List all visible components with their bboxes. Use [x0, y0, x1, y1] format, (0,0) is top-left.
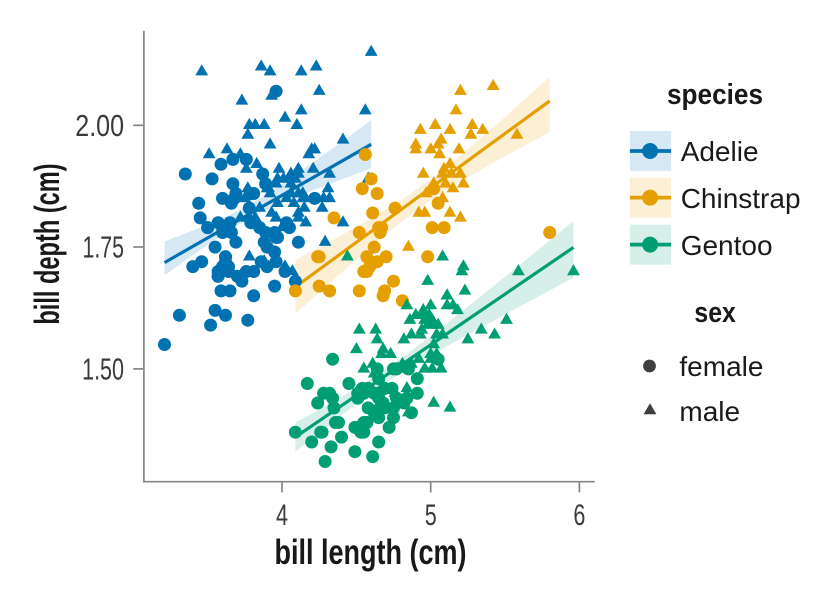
svg-text:species: species — [667, 79, 763, 111]
svg-text:2.00: 2.00 — [75, 108, 124, 143]
svg-text:bill depth (cm): bill depth (cm) — [28, 163, 67, 324]
svg-text:1.75: 1.75 — [83, 230, 125, 265]
svg-text:male: male — [679, 396, 740, 427]
svg-text:4: 4 — [276, 499, 288, 532]
svg-text:5: 5 — [425, 499, 437, 532]
svg-text:Chinstrap: Chinstrap — [681, 183, 801, 214]
svg-text:bill length (cm): bill length (cm) — [275, 533, 467, 572]
svg-text:Gentoo: Gentoo — [681, 230, 773, 261]
svg-text:sex: sex — [694, 297, 735, 329]
svg-text:1.50: 1.50 — [82, 351, 124, 386]
svg-text:6: 6 — [573, 499, 585, 532]
svg-text:Adelie: Adelie — [681, 136, 759, 167]
svg-text:female: female — [679, 351, 763, 382]
